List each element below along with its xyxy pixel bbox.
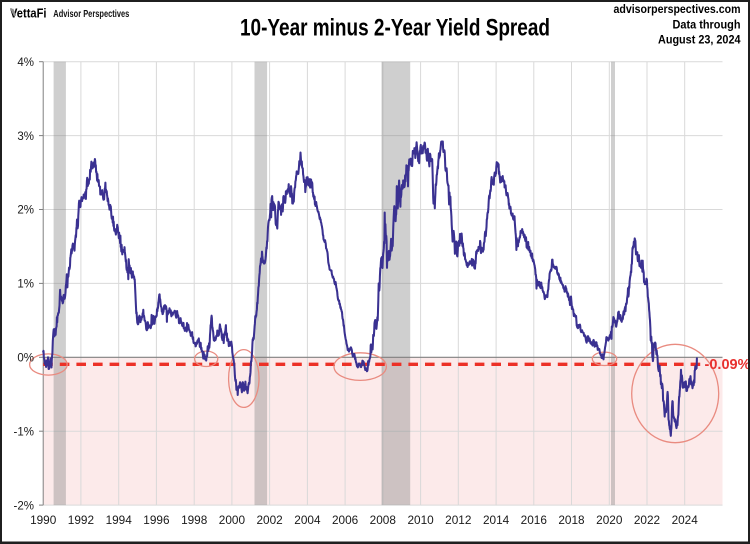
svg-text:August 23, 2024: August 23, 2024 xyxy=(658,33,741,46)
svg-text:2004: 2004 xyxy=(294,513,321,527)
svg-text:4%: 4% xyxy=(17,57,34,69)
svg-text:advisorperspectives.com: advisorperspectives.com xyxy=(614,3,741,16)
svg-text:2020: 2020 xyxy=(596,513,623,527)
svg-text:2008: 2008 xyxy=(370,513,397,527)
svg-text:1994: 1994 xyxy=(106,513,133,527)
svg-text:1998: 1998 xyxy=(181,513,208,527)
svg-text:2000: 2000 xyxy=(219,513,246,527)
svg-text:10-Year minus 2-Year Yield Spr: 10-Year minus 2-Year Yield Spread xyxy=(240,15,550,42)
svg-text:2016: 2016 xyxy=(521,513,548,527)
svg-text:Advisor Perspectives: Advisor Perspectives xyxy=(53,9,129,20)
svg-text:-2%: -2% xyxy=(14,500,34,512)
svg-text:2002: 2002 xyxy=(256,513,282,527)
svg-text:-0.09%: -0.09% xyxy=(705,357,750,373)
svg-text:2014: 2014 xyxy=(483,513,510,527)
svg-text:VettaFi: VettaFi xyxy=(10,7,47,21)
svg-text:2018: 2018 xyxy=(558,513,585,527)
svg-text:1992: 1992 xyxy=(68,513,94,527)
svg-text:2012: 2012 xyxy=(445,513,471,527)
svg-text:1990: 1990 xyxy=(30,513,57,527)
svg-text:Data through: Data through xyxy=(673,18,741,31)
svg-text:1996: 1996 xyxy=(143,513,170,527)
svg-text:2022: 2022 xyxy=(634,513,660,527)
svg-text:2006: 2006 xyxy=(332,513,359,527)
svg-text:1%: 1% xyxy=(17,279,34,291)
svg-text:3%: 3% xyxy=(17,131,34,143)
svg-text:2024: 2024 xyxy=(672,513,699,527)
svg-text:-1%: -1% xyxy=(14,426,34,438)
svg-text:2010: 2010 xyxy=(407,513,434,527)
svg-text:0%: 0% xyxy=(17,353,34,365)
svg-text:2%: 2% xyxy=(17,205,34,217)
